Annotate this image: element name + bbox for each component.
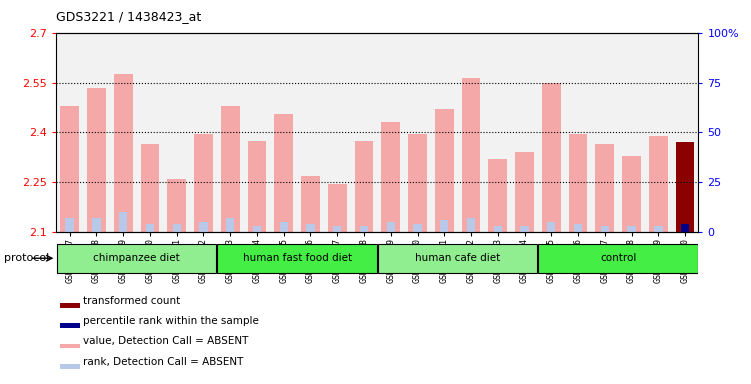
Bar [301, 176, 320, 232]
Text: value, Detection Call = ABSENT: value, Detection Call = ABSENT [83, 336, 249, 346]
Bar [462, 78, 481, 232]
Bar [354, 141, 373, 232]
Bar [676, 142, 695, 232]
Bar [378, 243, 538, 273]
Bar [387, 222, 395, 232]
Bar [119, 212, 128, 232]
Bar [440, 220, 448, 232]
Bar [649, 136, 668, 232]
Bar [488, 159, 507, 232]
Bar [565, 33, 592, 232]
Bar [324, 33, 351, 232]
Bar [190, 33, 217, 232]
Bar [163, 33, 190, 232]
Bar [243, 33, 270, 232]
Text: protocol: protocol [4, 253, 49, 263]
Bar [538, 243, 698, 273]
Bar [351, 33, 377, 232]
Bar [274, 114, 293, 232]
Text: percentile rank within the sample: percentile rank within the sample [83, 316, 259, 326]
Bar [221, 106, 240, 232]
Text: human cafe diet: human cafe diet [415, 253, 500, 263]
Bar [92, 218, 101, 232]
Bar [601, 226, 609, 232]
Bar [511, 33, 538, 232]
Bar [569, 134, 587, 232]
Bar [538, 33, 565, 232]
Bar [618, 33, 645, 232]
Bar [87, 88, 106, 232]
Bar [60, 303, 80, 308]
Bar [622, 156, 641, 232]
Bar [297, 33, 324, 232]
Bar [431, 33, 457, 232]
Bar [60, 323, 80, 328]
Bar [270, 33, 297, 232]
Bar [404, 33, 431, 232]
Bar [574, 224, 582, 232]
Bar [333, 226, 342, 232]
Bar [484, 33, 511, 232]
Bar [542, 83, 561, 232]
Bar [199, 222, 208, 232]
Bar [194, 134, 213, 232]
Bar [382, 122, 400, 232]
Text: GDS3221 / 1438423_at: GDS3221 / 1438423_at [56, 10, 201, 23]
Bar [114, 74, 133, 232]
Bar [217, 243, 377, 273]
Bar [137, 33, 163, 232]
Bar [592, 33, 618, 232]
Bar [140, 144, 159, 232]
Text: rank, Detection Call = ABSENT: rank, Detection Call = ABSENT [83, 357, 244, 367]
Bar [681, 224, 689, 232]
Bar [65, 218, 74, 232]
Bar [547, 222, 556, 232]
Bar [56, 33, 83, 232]
Bar [83, 33, 110, 232]
Bar [60, 106, 79, 232]
Bar [146, 224, 154, 232]
Bar [645, 33, 671, 232]
Bar [413, 224, 422, 232]
Text: transformed count: transformed count [83, 296, 180, 306]
Bar [279, 222, 288, 232]
Bar [173, 224, 181, 232]
Bar [377, 33, 404, 232]
Bar [515, 152, 534, 232]
Bar [167, 179, 186, 232]
Bar [306, 224, 315, 232]
Bar [248, 141, 267, 232]
Bar [520, 226, 529, 232]
Bar [226, 218, 234, 232]
Text: control: control [600, 253, 636, 263]
Bar [328, 184, 347, 232]
Bar [627, 226, 636, 232]
Bar [217, 33, 243, 232]
Bar [457, 33, 484, 232]
Bar [253, 226, 261, 232]
Text: chimpanzee diet: chimpanzee diet [93, 253, 180, 263]
Bar [360, 226, 368, 232]
Bar [493, 226, 502, 232]
Bar [60, 344, 80, 348]
Bar [408, 134, 427, 232]
Bar [654, 226, 662, 232]
Bar [60, 364, 80, 369]
Bar [596, 144, 614, 232]
Bar [671, 33, 698, 232]
Bar [110, 33, 137, 232]
Text: human fast food diet: human fast food diet [243, 253, 351, 263]
Bar [57, 243, 216, 273]
Bar [435, 109, 454, 232]
Bar [467, 218, 475, 232]
